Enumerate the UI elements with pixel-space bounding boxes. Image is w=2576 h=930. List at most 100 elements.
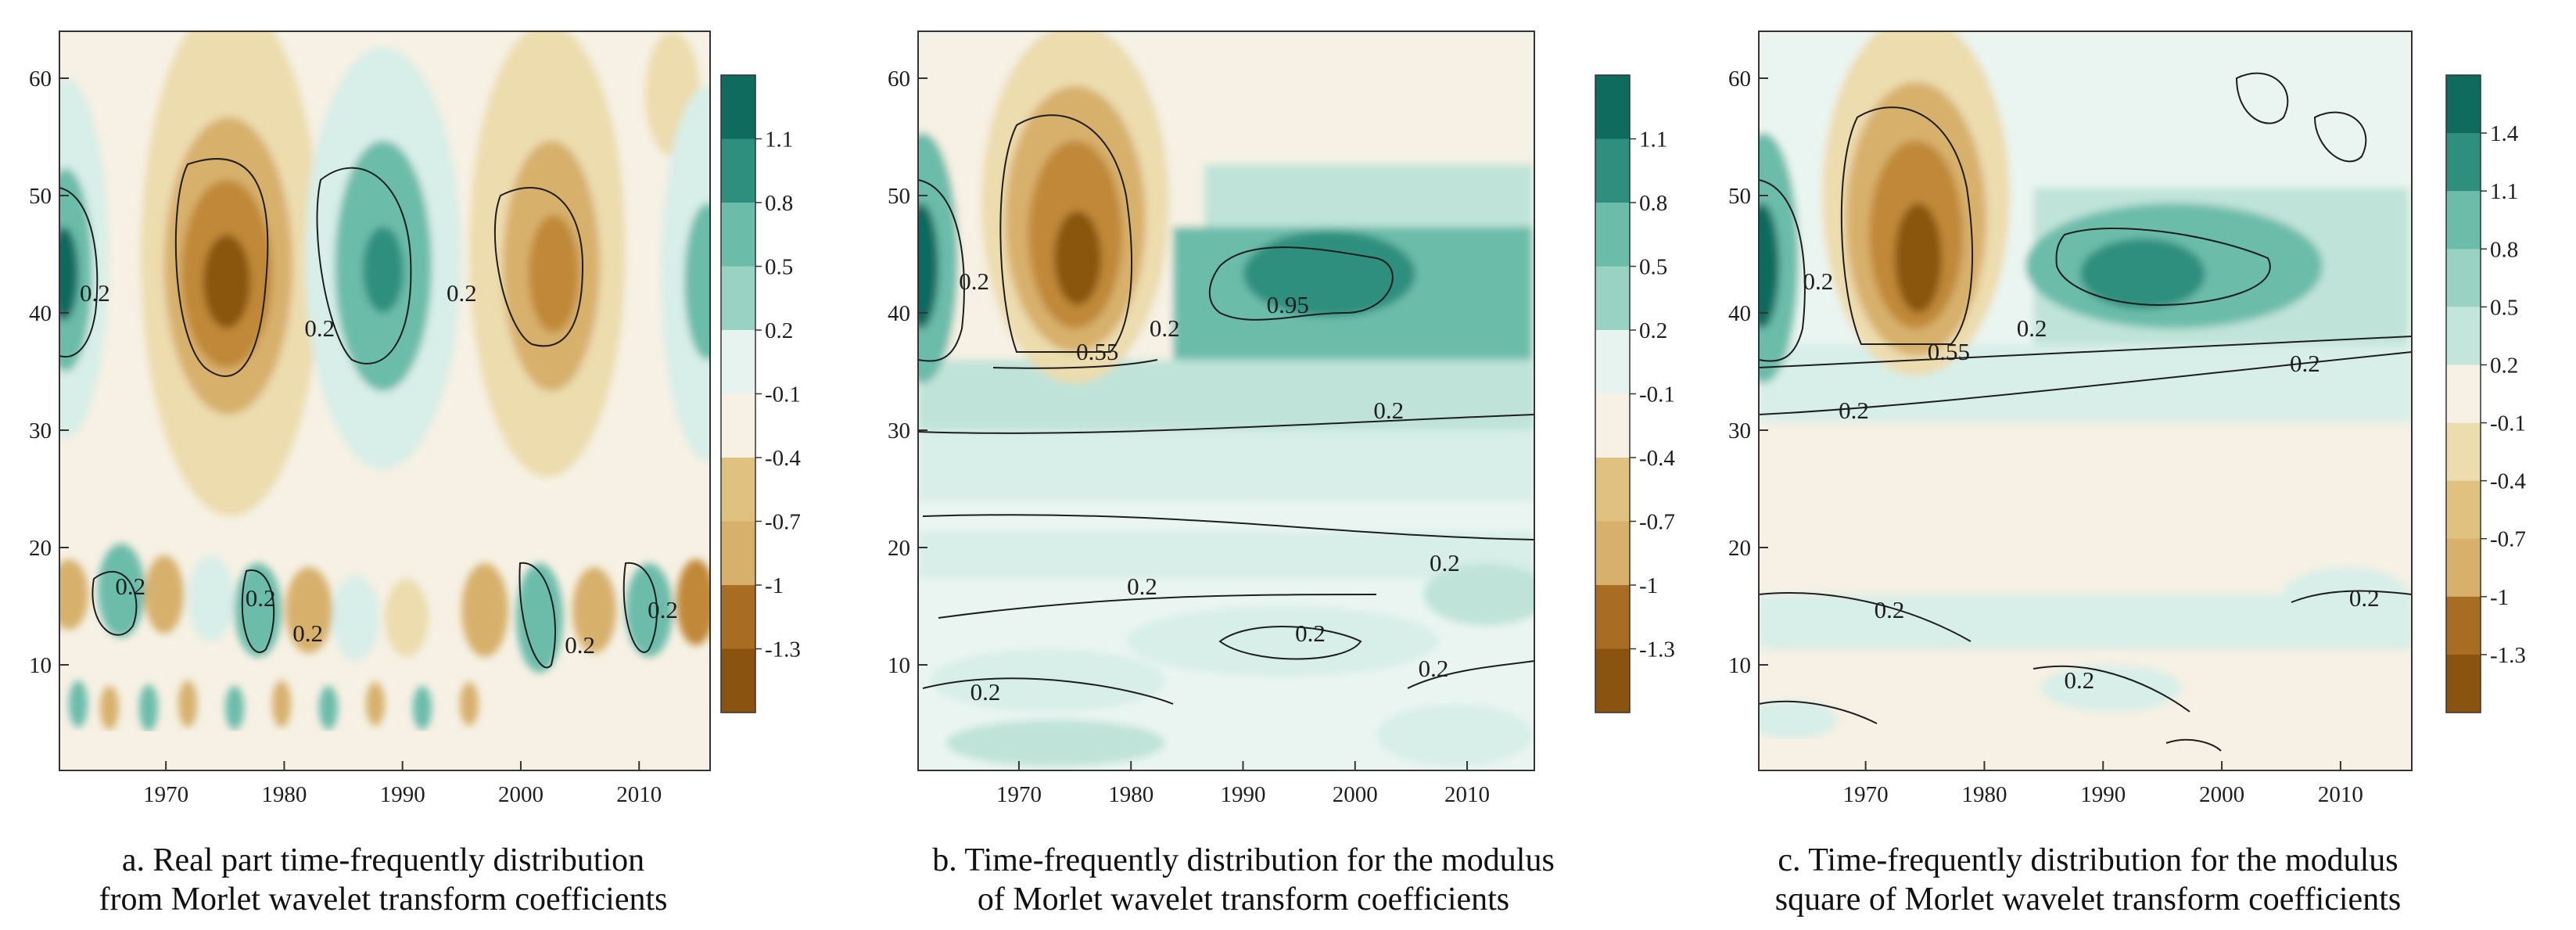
- colorbar-swatch: [721, 138, 755, 203]
- caption-a-line2: from Morlet wavelet transform coefficien…: [99, 882, 668, 917]
- y-axis-a: 10 20 30 40 50 60: [29, 66, 69, 678]
- colorbar-swatch: [1595, 266, 1630, 331]
- colorbar-label: -0.1: [2490, 411, 2526, 436]
- colorbar-label: -1: [2490, 585, 2509, 610]
- y-tick-label: 20: [1728, 536, 1751, 561]
- contour-label: 0.55: [1076, 338, 1118, 365]
- colorbar-label: -0.7: [1639, 510, 1675, 535]
- colorbar-label: 0.8: [2490, 237, 2518, 262]
- caption-b-line1: b. Time-frequently distribution for the …: [932, 842, 1555, 878]
- colorbar-frame: [2445, 74, 2481, 713]
- x-axis-c: 1970 1980 1990 2000 2010: [1843, 761, 2363, 807]
- y-tick-label: 40: [29, 301, 52, 326]
- colorbar-swatch: [2446, 654, 2481, 713]
- y-tick-label: 60: [29, 66, 52, 92]
- colorbar-swatch: [721, 330, 755, 394]
- x-tick-label: 1990: [380, 782, 425, 807]
- heatmap-b: [918, 31, 1534, 770]
- contour-label: 0.2: [447, 279, 477, 307]
- colorbar-label: 0.8: [1639, 191, 1667, 216]
- y-tick-label: 20: [29, 536, 52, 561]
- contour-label: 0.2: [1295, 619, 1326, 647]
- x-axis-b: 1970 1980 1990 2000 2010: [996, 761, 1490, 807]
- y-tick-label: 10: [1728, 653, 1751, 678]
- caption-c-line1: c. Time-frequently distribution for the …: [1778, 842, 2398, 878]
- y-tick-label: 60: [1728, 66, 1751, 92]
- contour-label: 0.2: [304, 314, 335, 342]
- y-tick-label: 30: [1728, 418, 1751, 443]
- colorbar-swatch: [1595, 393, 1630, 458]
- colorbar-label: -1.3: [1639, 637, 1675, 662]
- colorbar-label: 0.2: [1639, 318, 1667, 343]
- colorbar-swatch: [721, 521, 755, 586]
- contour-label: 0.2: [1839, 397, 1869, 424]
- y-tick-label: 40: [888, 301, 910, 326]
- colorbar-swatch: [2446, 480, 2481, 540]
- x-tick-label: 1980: [1108, 782, 1153, 807]
- colorbar-label: -1: [765, 573, 784, 598]
- colorbar-label: -1.3: [765, 637, 801, 662]
- contour-label: 0.2: [2017, 314, 2047, 342]
- heatmap-c: [1759, 31, 2412, 752]
- contour-label: 0.95: [1267, 291, 1309, 318]
- y-tick-label: 50: [888, 184, 910, 209]
- x-tick-label: 2010: [616, 782, 662, 807]
- colorbar-swatch: [721, 75, 755, 139]
- y-tick-label: 50: [29, 184, 52, 209]
- colorbar-a: 1.1 0.8 0.5 0.2 -0.1 -0.4 -0.7 -1 -1.3: [720, 74, 801, 713]
- contour-label: 0.2: [1127, 573, 1157, 600]
- y-axis-c: 10 20 30 40 50 60: [1728, 66, 1768, 678]
- y-tick-label: 30: [29, 418, 52, 443]
- contour-label: 0.2: [2065, 666, 2095, 694]
- plot-frame-c: [1758, 31, 2413, 771]
- contour-label: 0.2: [2290, 350, 2320, 377]
- x-tick-label: 2000: [498, 782, 544, 807]
- x-tick-label: 1980: [261, 782, 307, 807]
- colorbar-label: 0.5: [1639, 255, 1667, 280]
- colorbar-swatch: [2446, 596, 2481, 655]
- x-tick-label: 1990: [1220, 782, 1265, 807]
- caption-c-line2: square of Morlet wavelet transform coeff…: [1774, 882, 2402, 917]
- contour-label: 0.2: [970, 678, 1001, 706]
- contour-label: 0.2: [246, 584, 276, 612]
- colorbar-label: -0.4: [1639, 446, 1675, 471]
- colorbar-label: -1: [1639, 573, 1658, 598]
- colorbar-swatch: [2446, 538, 2481, 598]
- colorbar-label: 1.1: [1639, 127, 1667, 153]
- colorbar-label: -0.4: [765, 446, 801, 471]
- colorbar-swatch: [721, 266, 755, 331]
- caption-c: c. Time-frequently distribution for the …: [1713, 841, 2463, 919]
- caption-a-line1: a. Real part time-frequently distributio…: [121, 842, 645, 878]
- x-tick-label: 1990: [2080, 782, 2126, 807]
- colorbar-label: 0.8: [765, 191, 793, 216]
- colorbar-label: -0.1: [1639, 382, 1675, 408]
- x-tick-label: 2010: [1444, 782, 1490, 807]
- colorbar-label: 0.2: [765, 318, 793, 343]
- colorbar-label: -0.4: [2490, 469, 2526, 494]
- y-tick-label: 10: [888, 653, 910, 678]
- y-tick-label: 60: [888, 66, 910, 92]
- y-tick-label: 20: [888, 536, 910, 561]
- colorbar-label: -1.3: [2490, 643, 2526, 668]
- colorbar-label: 0.2: [2490, 353, 2518, 378]
- contour-label: 0.2: [1875, 596, 1905, 623]
- colorbar-swatch: [1595, 75, 1630, 139]
- y-tick-label: 30: [888, 418, 910, 443]
- colorbar-b: 1.1 0.8 0.5 0.2 -0.1 -0.4 -0.7 -1 -1.3: [1595, 74, 1675, 713]
- colorbar-swatch: [2446, 249, 2481, 307]
- contour-label: 0.2: [115, 573, 145, 600]
- contour-label: 0.2: [1430, 549, 1460, 576]
- colorbar-swatch: [2446, 422, 2481, 482]
- contour-label: 0.2: [80, 279, 110, 307]
- y-tick-label: 10: [29, 653, 52, 678]
- x-tick-label: 2000: [1333, 782, 1378, 807]
- contour-labels-b: 0.2 0.2 0.55 0.95 0.2 0.2 0.2 0.2 0.2 0.2: [959, 268, 1459, 706]
- x-axis-a: 1970 1980 1990 2000 2010: [143, 761, 662, 807]
- heatmap-a: [59, 31, 710, 731]
- colorbar-label: -0.1: [765, 382, 801, 408]
- colorbar-swatch: [2446, 75, 2481, 134]
- colorbar-swatch: [721, 648, 755, 713]
